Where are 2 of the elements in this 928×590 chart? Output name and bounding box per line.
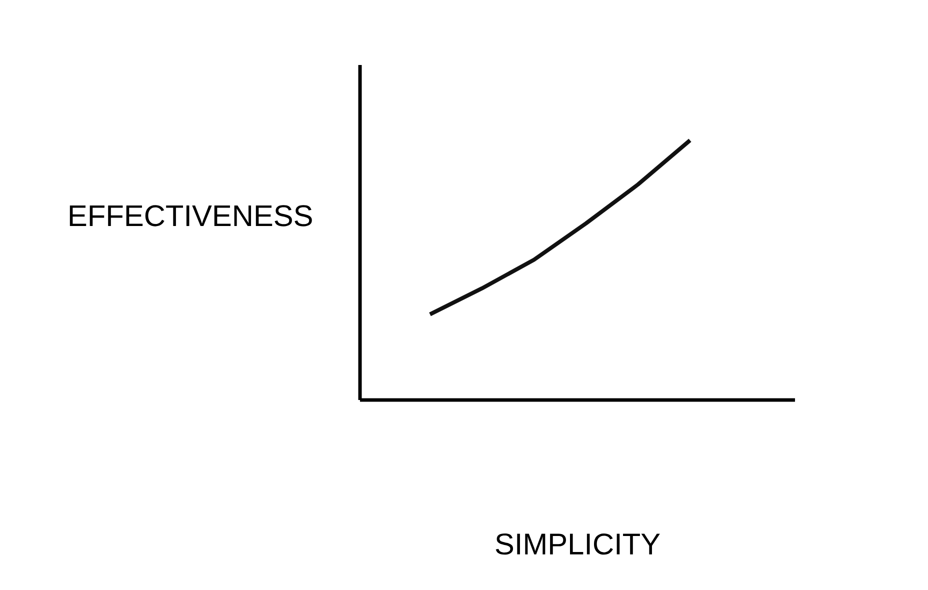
x-axis-title: SIMPLICITY	[496, 533, 660, 555]
y-axis-title: EFFECTIVENESS	[70, 205, 312, 226]
